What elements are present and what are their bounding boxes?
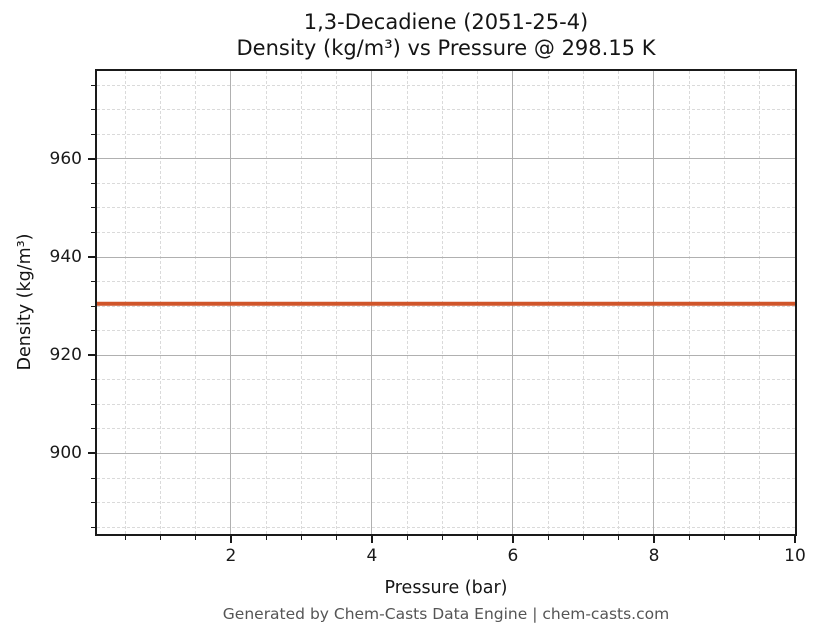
x-minor-tick [159, 536, 161, 540]
x-major-tick [511, 536, 514, 543]
y-major-tick [88, 256, 95, 259]
y-major-tick [88, 354, 95, 357]
y-major-tick [88, 157, 95, 160]
y-tick-label: 960 [49, 148, 82, 169]
y-minor-tick [91, 232, 95, 234]
y-minor-tick [91, 502, 95, 504]
x-minor-tick [300, 536, 302, 540]
y-minor-tick [91, 84, 95, 86]
x-minor-tick [477, 536, 479, 540]
y-minor-tick [91, 281, 95, 283]
x-minor-tick [547, 536, 549, 540]
x-major-tick [652, 536, 655, 543]
density-line-series [97, 301, 795, 306]
x-minor-tick [723, 536, 725, 540]
x-tick-label: 10 [784, 546, 806, 566]
y-major-gridline [97, 158, 795, 160]
x-axis-label: Pressure (bar) [384, 578, 508, 598]
y-tick-label: 900 [49, 443, 82, 464]
x-minor-tick [688, 536, 690, 540]
x-minor-tick [336, 536, 338, 540]
y-minor-gridline [97, 502, 795, 504]
x-tick-label: 6 [507, 546, 519, 566]
x-major-tick [794, 536, 796, 543]
x-minor-tick [618, 536, 620, 540]
y-minor-tick [91, 109, 95, 111]
y-minor-gridline [97, 305, 795, 307]
y-major-gridline [97, 354, 795, 356]
x-minor-tick [124, 536, 126, 540]
y-minor-gridline [97, 232, 795, 234]
y-minor-gridline [97, 403, 795, 405]
y-minor-gridline [97, 109, 795, 111]
x-major-tick [229, 536, 232, 543]
chart-title-line2: Density (kg/m³) vs Pressure @ 298.15 K [236, 36, 656, 60]
y-minor-tick [91, 477, 95, 479]
y-minor-gridline [97, 281, 795, 283]
y-minor-gridline [97, 526, 795, 528]
x-minor-tick [582, 536, 584, 540]
chart-title-line1: 1,3-Decadiene (2051-25-4) [303, 10, 589, 34]
y-minor-tick [91, 182, 95, 184]
y-major-gridline [97, 452, 795, 454]
y-minor-tick [91, 133, 95, 135]
x-minor-tick [759, 536, 761, 540]
y-minor-tick [91, 403, 95, 405]
x-minor-tick [406, 536, 408, 540]
x-tick-label: 2 [225, 546, 237, 566]
y-minor-tick [91, 305, 95, 307]
y-minor-gridline [97, 330, 795, 332]
x-minor-tick [265, 536, 267, 540]
y-major-tick [88, 452, 95, 455]
x-major-tick [370, 536, 373, 543]
y-minor-gridline [97, 428, 795, 430]
y-minor-tick [91, 526, 95, 528]
y-minor-gridline [97, 379, 795, 381]
y-major-gridline [97, 256, 795, 258]
chart-title: 1,3-Decadiene (2051-25-4) Density (kg/m³… [95, 9, 797, 61]
y-minor-gridline [97, 477, 795, 479]
x-tick-label: 4 [366, 546, 378, 566]
x-minor-tick [195, 536, 197, 540]
y-minor-tick [91, 428, 95, 430]
y-minor-tick [91, 330, 95, 332]
footer-credit: Generated by Chem-Casts Data Engine | ch… [222, 605, 670, 623]
y-minor-gridline [97, 182, 795, 184]
y-minor-gridline [97, 84, 795, 86]
x-tick-label: 8 [648, 546, 660, 566]
x-minor-tick [441, 536, 443, 540]
y-tick-label: 940 [49, 247, 82, 268]
y-minor-gridline [97, 133, 795, 135]
y-minor-tick [91, 207, 95, 209]
plot-area [95, 69, 797, 536]
y-minor-tick [91, 379, 95, 381]
y-tick-label: 920 [49, 345, 82, 366]
y-minor-gridline [97, 207, 795, 209]
